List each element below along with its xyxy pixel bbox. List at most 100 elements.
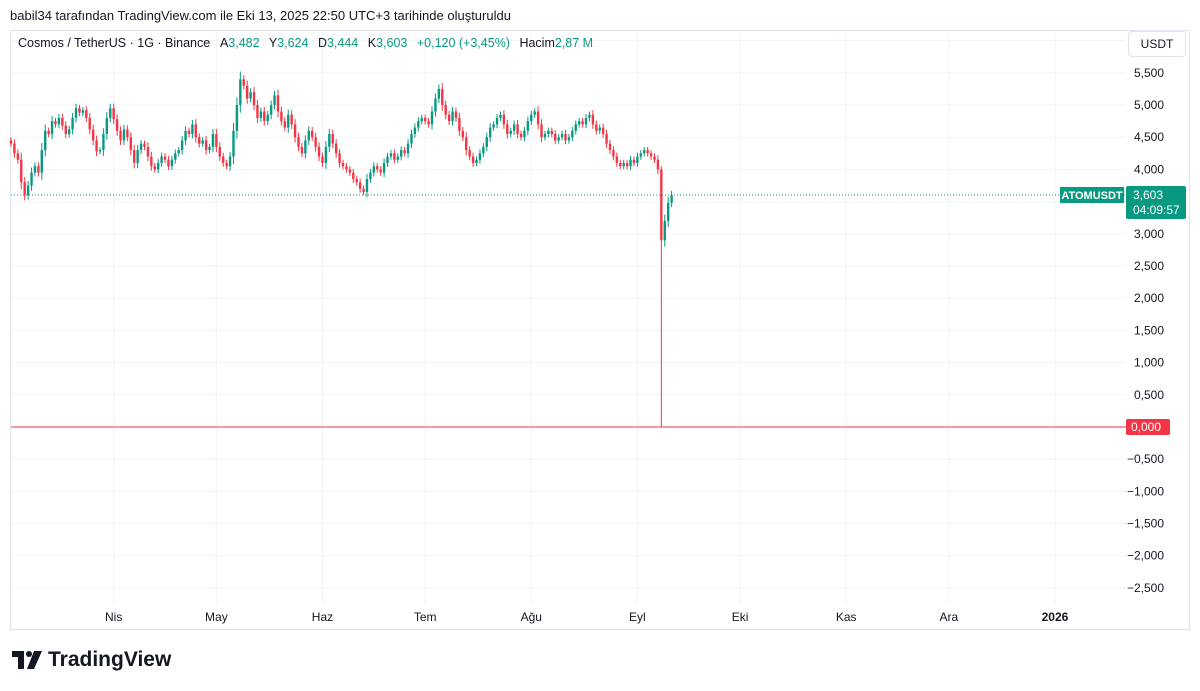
candle-body (560, 134, 564, 138)
candle-body (386, 156, 389, 163)
candle (413, 123, 417, 138)
candle-body (444, 105, 447, 115)
close-value: 3,603 (376, 36, 408, 50)
candle (287, 109, 290, 133)
candle-body (598, 127, 601, 131)
candle (417, 117, 420, 132)
candle (16, 149, 20, 164)
candle-body (488, 127, 492, 138)
candle-body (365, 179, 369, 192)
candle-body (61, 117, 64, 126)
candle-body (191, 124, 194, 135)
candle (245, 80, 249, 104)
candle-body (44, 130, 47, 151)
candle-body (629, 159, 632, 167)
volume-value: 2,87 M (554, 36, 594, 50)
candle-body (74, 108, 78, 118)
candle (204, 135, 208, 155)
candle-body (211, 134, 215, 147)
candle-body (581, 121, 584, 125)
candle-body (293, 124, 297, 138)
candle (321, 152, 324, 167)
candle-body (259, 111, 263, 118)
candle-body (526, 121, 530, 131)
candle (646, 146, 649, 157)
candle-body (478, 153, 482, 160)
candle (139, 139, 143, 154)
candle (71, 113, 74, 135)
candle (403, 146, 406, 157)
tradingview-logo[interactable]: TradingView (12, 648, 171, 672)
candle (201, 137, 204, 147)
candle (314, 132, 317, 152)
candle-body (321, 156, 324, 163)
candle (461, 126, 465, 142)
candle-body (263, 111, 266, 122)
candle (352, 168, 355, 183)
candle-body (420, 117, 423, 122)
candle-body (71, 117, 74, 130)
candle-body (437, 88, 441, 99)
candle (208, 143, 211, 154)
candle (211, 128, 215, 153)
close-label: K (367, 36, 377, 50)
candle-body (139, 143, 143, 151)
candle (263, 106, 266, 126)
candle-body (454, 111, 458, 118)
candle-body (533, 111, 536, 115)
y-tick-label: 5,000 (1134, 98, 1164, 112)
candle-body (153, 166, 156, 170)
candle (67, 126, 71, 138)
candle-body (400, 150, 403, 157)
candle (187, 127, 191, 138)
candle-body (465, 137, 468, 151)
candle-body (105, 117, 109, 135)
candle (458, 112, 461, 136)
candle (482, 143, 485, 158)
currency-button[interactable]: USDT (1128, 31, 1186, 57)
candle-body (245, 85, 249, 99)
candle-body (543, 134, 547, 138)
candle (228, 152, 232, 171)
candle-body (64, 125, 67, 135)
candle (389, 150, 393, 160)
candle-body (50, 121, 54, 135)
candle (102, 128, 105, 156)
candle (434, 93, 437, 117)
candle-body (225, 162, 228, 167)
candle-body (126, 129, 129, 138)
candle (598, 124, 601, 135)
y-tick-label: −2,000 (1127, 549, 1164, 563)
zero-tag: 0,000 (1126, 418, 1170, 435)
candle (115, 114, 119, 136)
x-tick-label: Ağu (521, 610, 542, 624)
candle (105, 112, 109, 140)
candle-body (129, 137, 132, 151)
candle (331, 129, 334, 149)
candle-body (249, 92, 252, 99)
candle-body (403, 150, 406, 154)
candle-body (242, 79, 245, 86)
price-tag-bg (1126, 185, 1186, 219)
candle (427, 117, 430, 128)
candle (475, 156, 478, 167)
candle (512, 120, 516, 135)
candle-body (348, 169, 352, 173)
candle (540, 119, 543, 143)
candle (341, 159, 345, 170)
zero-tag-value: 0,000 (1131, 420, 1161, 434)
candle-body (502, 114, 506, 125)
candle-body (461, 130, 465, 138)
candle (143, 140, 146, 151)
candle (222, 152, 225, 167)
candle (451, 106, 454, 126)
candle-body (119, 130, 122, 141)
y-tick-label: 3,000 (1134, 227, 1164, 241)
candle-body (389, 153, 393, 157)
candle (502, 110, 506, 129)
candle-body (608, 143, 612, 151)
candle (170, 155, 174, 171)
candle-body (653, 156, 656, 160)
